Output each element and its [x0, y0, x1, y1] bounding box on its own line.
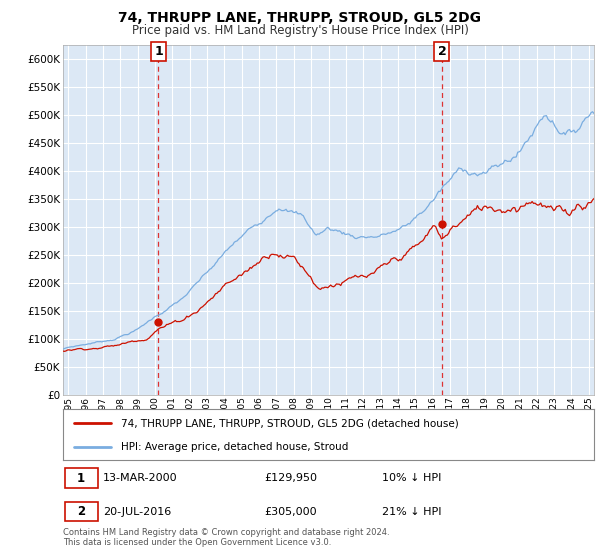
Text: 74, THRUPP LANE, THRUPP, STROUD, GL5 2DG: 74, THRUPP LANE, THRUPP, STROUD, GL5 2DG [119, 11, 482, 25]
Text: 21% ↓ HPI: 21% ↓ HPI [382, 506, 441, 516]
Text: Price paid vs. HM Land Registry's House Price Index (HPI): Price paid vs. HM Land Registry's House … [131, 24, 469, 37]
Text: 20-JUL-2016: 20-JUL-2016 [103, 506, 171, 516]
Text: 13-MAR-2000: 13-MAR-2000 [103, 473, 178, 483]
Text: 10% ↓ HPI: 10% ↓ HPI [382, 473, 441, 483]
Text: 1: 1 [77, 472, 85, 485]
Text: £305,000: £305,000 [265, 506, 317, 516]
FancyBboxPatch shape [65, 468, 98, 488]
Text: HPI: Average price, detached house, Stroud: HPI: Average price, detached house, Stro… [121, 442, 349, 452]
Text: 2: 2 [437, 45, 446, 58]
Text: 2: 2 [77, 505, 85, 518]
Text: £129,950: £129,950 [265, 473, 318, 483]
FancyBboxPatch shape [65, 502, 98, 521]
Text: 1: 1 [154, 45, 163, 58]
Text: 74, THRUPP LANE, THRUPP, STROUD, GL5 2DG (detached house): 74, THRUPP LANE, THRUPP, STROUD, GL5 2DG… [121, 418, 459, 428]
Text: Contains HM Land Registry data © Crown copyright and database right 2024.
This d: Contains HM Land Registry data © Crown c… [63, 528, 389, 547]
